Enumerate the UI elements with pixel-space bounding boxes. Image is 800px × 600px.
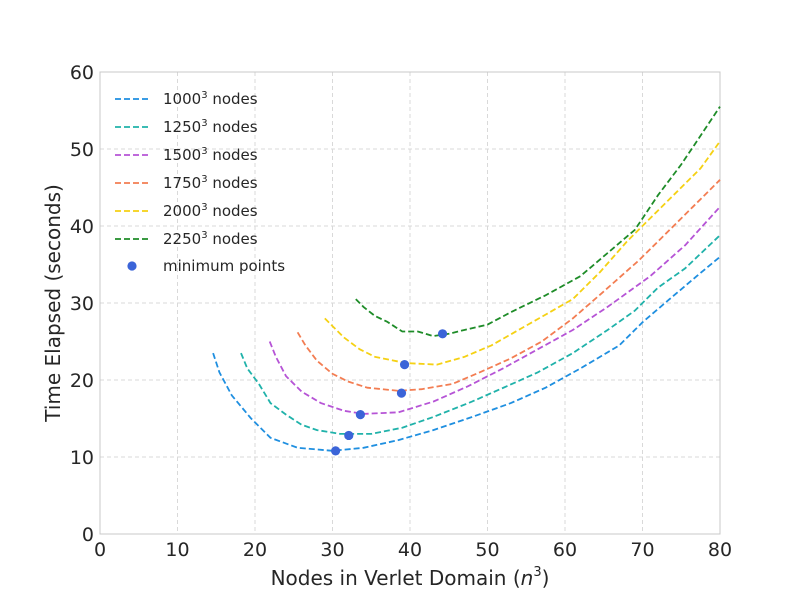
x-tick-label: 40 (398, 539, 422, 561)
x-tick-label: 30 (320, 539, 344, 561)
minimum-point (344, 430, 354, 441)
plot-frame (99, 71, 721, 535)
legend-label-1750: 17503 nodes (163, 174, 258, 192)
legend-swatch-minimum (127, 261, 137, 271)
series-line-2250 (355, 106, 721, 338)
y-tick-label: 50 (70, 139, 94, 161)
minimum-point (399, 360, 410, 370)
x-tick-label: 70 (630, 539, 654, 561)
y-tick-label: 20 (70, 370, 94, 392)
series-line-1750 (296, 179, 721, 392)
legend-label-2000: 20003 nodes (163, 202, 258, 220)
grid-lines (99, 71, 721, 535)
y-tick-label: 40 (70, 216, 94, 238)
legend-label-1250: 12503 nodes (163, 118, 258, 136)
x-tick-label: 60 (553, 539, 577, 561)
x-tick-label: 20 (243, 539, 267, 561)
x-tick-label: 50 (475, 539, 499, 561)
series-line-1500 (268, 206, 721, 415)
x-axis-label: Nodes in Verlet Domain (n3) (271, 565, 550, 590)
series-lines (212, 106, 721, 452)
minimum-point (396, 388, 407, 398)
y-axis-label: Time Elapsed (seconds) (41, 184, 65, 423)
series-line-2000 (324, 140, 721, 366)
minimum-point (355, 410, 365, 420)
y-tick-label: 30 (70, 293, 94, 315)
y-tick-label: 0 (82, 524, 94, 546)
x-tick-label: 80 (708, 539, 732, 561)
legend-label-1000: 10003 nodes (163, 90, 258, 108)
legend-label-1500: 15003 nodes (163, 146, 258, 164)
minimum-point (331, 446, 341, 456)
series-line-1000 (212, 256, 721, 452)
y-tick-label: 10 (70, 447, 94, 469)
minimum-point (437, 329, 448, 339)
y-tick-label: 60 (70, 62, 94, 84)
legend: 10003 nodes 12503 nodes 15003 nodes 17503 n… (115, 90, 285, 275)
series-line-1250 (240, 234, 721, 435)
x-tick-label: 0 (94, 539, 106, 561)
tick-labels: 0 10 20 30 40 50 60 70 80 0 10 20 30 40 50 60 (70, 62, 732, 561)
x-tick-label: 10 (165, 539, 189, 561)
minimum-points (331, 329, 448, 456)
legend-label-minimum: minimum points (163, 257, 285, 275)
legend-label-2250: 22503 nodes (163, 230, 258, 248)
